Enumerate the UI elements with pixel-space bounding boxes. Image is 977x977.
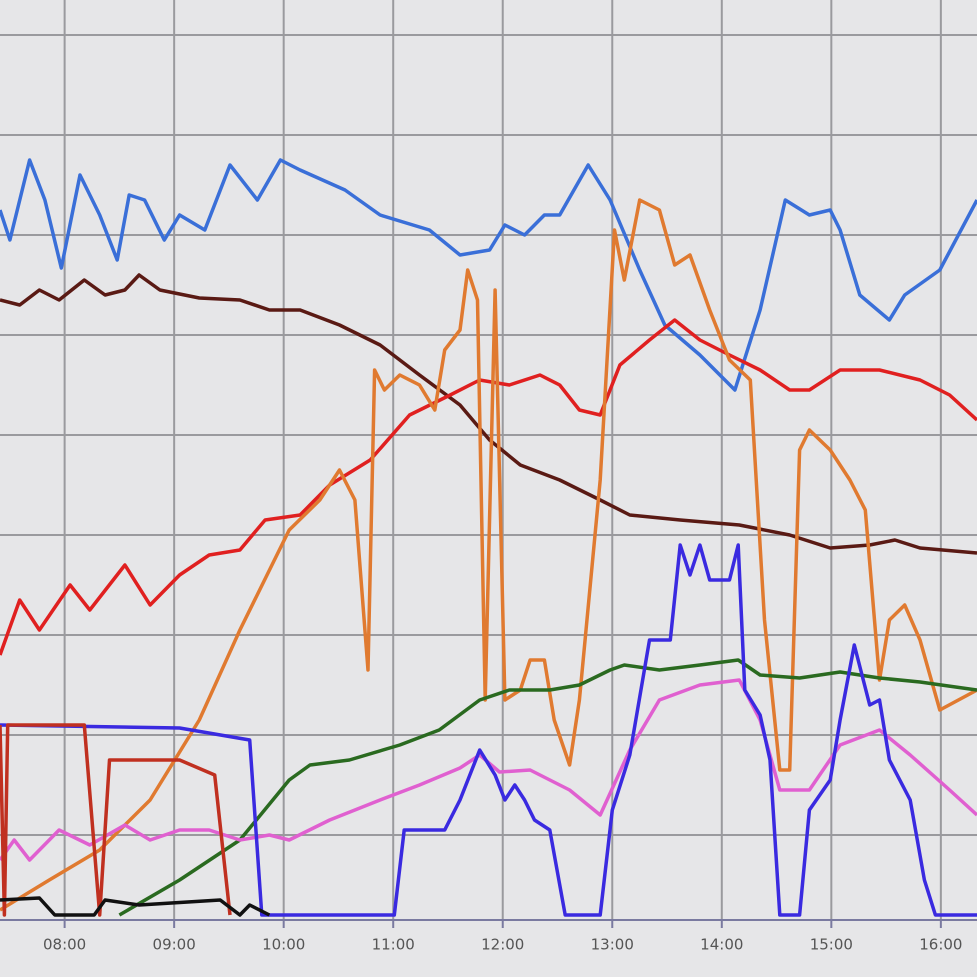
- series-line: [0, 158, 977, 392]
- series-line: [0, 543, 977, 917]
- x-tick-label: 16:00: [919, 936, 962, 954]
- series-line: [0, 318, 977, 656]
- x-tick-label: 15:00: [810, 936, 853, 954]
- series-line: [0, 198, 977, 912]
- x-tick-label: 13:00: [591, 936, 634, 954]
- x-tick-label: 10:00: [262, 936, 305, 954]
- series-line: [118, 658, 977, 917]
- series-line: [0, 896, 271, 917]
- x-tick-label: 12:00: [481, 936, 524, 954]
- x-tick-label: 14:00: [700, 936, 743, 954]
- series-line: [0, 678, 977, 862]
- x-tick-label: 09:00: [153, 936, 196, 954]
- x-tick-label: 11:00: [372, 936, 415, 954]
- series-line: [0, 723, 232, 917]
- x-tick-label: 08:00: [43, 936, 86, 954]
